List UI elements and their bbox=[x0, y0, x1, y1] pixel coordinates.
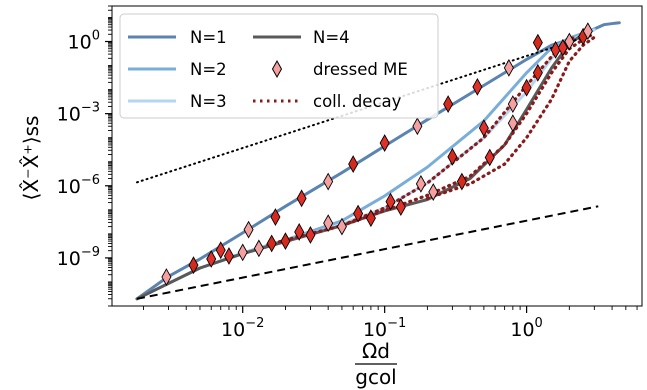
dressed-me-point bbox=[215, 241, 226, 260]
dressed-me-point bbox=[532, 33, 543, 52]
y-axis-label: ⟨X̂⁻X̂⁺⟩ss bbox=[19, 116, 43, 201]
legend-entry-n1: N=1 bbox=[128, 28, 227, 47]
x-axis-label-denominator: gcol bbox=[355, 365, 396, 389]
y-tick-label: 10−9 bbox=[57, 245, 100, 270]
dressed-me-point bbox=[412, 117, 423, 136]
legend-entry-n4: N=4 bbox=[253, 28, 350, 47]
dressed-me-point bbox=[305, 226, 316, 244]
legend-label-n1: N=1 bbox=[190, 28, 227, 47]
series-ref-low bbox=[136, 205, 599, 300]
dressed-me-point bbox=[336, 217, 347, 236]
x-axis-label: Ωd gcol bbox=[355, 339, 397, 389]
dressed-me-point bbox=[507, 95, 518, 113]
dressed-me-point bbox=[243, 220, 254, 239]
dressed-me-point bbox=[323, 172, 334, 191]
dressed-me-point bbox=[348, 155, 359, 173]
series-dressed-me bbox=[161, 22, 593, 286]
legend-entry-coll-decay: coll. decay bbox=[253, 92, 402, 111]
dressed-me-point bbox=[206, 250, 217, 268]
y-tick-label: 10−3 bbox=[57, 101, 100, 126]
y-tick-label: 10−6 bbox=[57, 173, 100, 198]
dressed-me-point bbox=[294, 223, 305, 241]
y-tick-label: 100 bbox=[68, 29, 100, 54]
x-tick-label: 10−1 bbox=[363, 316, 406, 341]
dressed-me-point bbox=[478, 119, 489, 138]
dressed-me-point bbox=[507, 114, 518, 133]
dressed-me-point bbox=[161, 268, 172, 286]
dressed-me-point bbox=[379, 134, 390, 152]
legend-label-n4: N=4 bbox=[313, 28, 350, 47]
dressed-me-point bbox=[353, 204, 364, 223]
dressed-me-point bbox=[266, 234, 277, 253]
dressed-me-point bbox=[443, 95, 454, 113]
dressed-me-point bbox=[270, 208, 281, 226]
x-axis-label-numerator: Ωd bbox=[362, 339, 390, 363]
legend-label-coll-decay: coll. decay bbox=[313, 92, 402, 111]
legend: N=1 N=2 N=3 N=4 dressed ME coll. decay bbox=[119, 13, 439, 119]
dressed-me-point bbox=[237, 243, 248, 262]
legend-entry-n2: N=2 bbox=[128, 60, 227, 79]
legend-label-n3: N=3 bbox=[190, 92, 227, 111]
dressed-me-point bbox=[253, 239, 264, 258]
dressed-me-point bbox=[296, 189, 307, 208]
series-ref-high bbox=[136, 34, 592, 184]
dressed-me-point bbox=[532, 63, 543, 82]
dressed-me-point bbox=[415, 174, 426, 193]
dressed-me-point bbox=[323, 214, 334, 233]
dressed-me-point bbox=[521, 78, 532, 97]
dressed-me-point bbox=[188, 256, 199, 275]
dressed-me-point bbox=[365, 209, 376, 228]
dressed-me-point bbox=[472, 77, 483, 96]
dressed-me-point bbox=[428, 183, 439, 201]
dressed-me-point bbox=[395, 198, 406, 217]
x-tick-label: 100 bbox=[510, 316, 542, 341]
dressed-me-point bbox=[447, 147, 458, 166]
legend-entry-n3: N=3 bbox=[128, 92, 227, 111]
legend-entry-dressed-me: dressed ME bbox=[271, 59, 408, 79]
marker-layer bbox=[161, 22, 593, 286]
dressed-me-point bbox=[223, 247, 234, 265]
axis-layer: 10−2 10−1 100 10−9 10−6 10−3 100 bbox=[57, 5, 638, 341]
series-n-1 bbox=[135, 21, 621, 301]
dressed-me-point bbox=[456, 172, 467, 191]
dressed-me-point bbox=[557, 38, 568, 57]
legend-label-dressed-me: dressed ME bbox=[313, 60, 408, 79]
legend-swatch-dressed-me bbox=[271, 59, 283, 79]
dressed-me-point bbox=[280, 232, 291, 251]
dressed-me-point bbox=[564, 32, 575, 51]
series-coll-decay-2 bbox=[340, 31, 596, 228]
dressed-me-point bbox=[484, 148, 495, 167]
x-tick-label: 10−2 bbox=[221, 316, 264, 341]
dressed-me-point bbox=[385, 192, 396, 211]
legend-label-n2: N=2 bbox=[190, 60, 227, 79]
dressed-me-point bbox=[582, 22, 593, 41]
dressed-me-point bbox=[503, 58, 514, 77]
